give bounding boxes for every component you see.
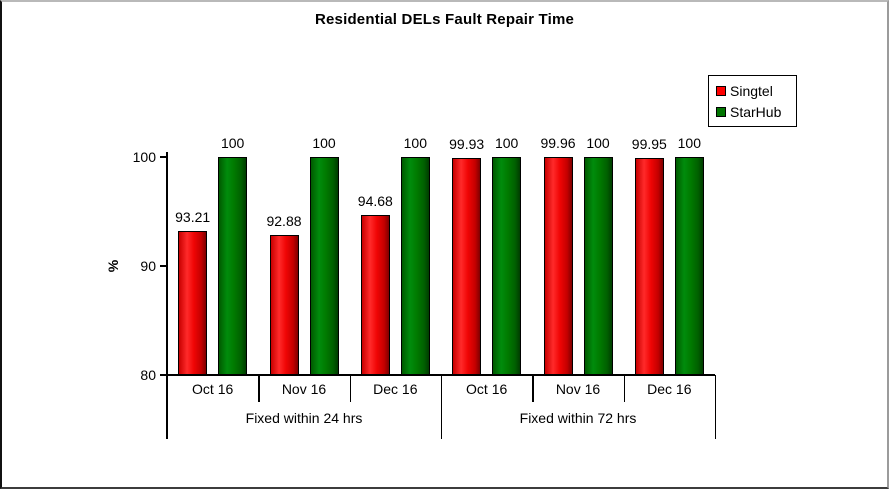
category-label: Nov 16 xyxy=(281,381,327,397)
bar-value-label: 99.93 xyxy=(449,135,485,152)
bar-starhub-oct-16 xyxy=(218,157,248,375)
category-label: Dec 16 xyxy=(647,381,692,397)
bar-singtel-dec-16 xyxy=(634,157,664,375)
category-label: Oct 16 xyxy=(192,381,234,397)
bar-value-label: 100 xyxy=(220,135,245,151)
bar-singtel-dec-16 xyxy=(360,214,390,375)
legend: Singtel StarHub xyxy=(708,75,797,127)
category-separator-line xyxy=(532,375,534,402)
y-tick-mark xyxy=(160,156,166,158)
legend-label-singtel: Singtel xyxy=(730,82,773,99)
y-tick-label: 100 xyxy=(132,149,156,165)
y-tick-mark xyxy=(160,265,166,267)
group-separator-line xyxy=(440,375,442,439)
legend-item-starhub: StarHub xyxy=(716,105,796,119)
category-separator-line xyxy=(623,375,626,402)
bar-singtel-oct-16 xyxy=(178,231,208,375)
legend-item-singtel: Singtel xyxy=(716,84,796,98)
bar-singtel-nov-16 xyxy=(269,234,299,375)
bar-starhub-nov-16 xyxy=(309,157,339,375)
category-label: Dec 16 xyxy=(373,381,418,397)
bar-value-label: 100 xyxy=(494,135,519,151)
category-label: Nov 16 xyxy=(555,381,601,397)
bar-value-label: 92.88 xyxy=(266,212,302,229)
bar-value-label: 100 xyxy=(586,135,610,151)
y-tick-label: 90 xyxy=(140,258,156,274)
bar-singtel-oct-16 xyxy=(452,157,482,375)
bar-value-label: 94.68 xyxy=(357,192,393,209)
bar-starhub-oct-16 xyxy=(492,157,522,375)
bar-value-label: 100 xyxy=(403,135,428,151)
starhub-swatch-icon xyxy=(716,106,726,117)
bar-singtel-nov-16 xyxy=(543,157,573,375)
category-separator-line xyxy=(258,375,260,402)
bar-value-label: 100 xyxy=(677,135,702,151)
group-label: Fixed within 72 hrs xyxy=(519,410,637,426)
bar-value-label: 93.21 xyxy=(175,209,211,225)
bar-value-label: 99.95 xyxy=(631,135,667,152)
legend-label-starhub: StarHub xyxy=(730,103,782,120)
group-separator-line xyxy=(166,375,168,439)
bar-starhub-dec-16 xyxy=(674,157,704,375)
y-axis-line xyxy=(166,152,168,439)
chart-title: Residential DELs Fault Repair Time xyxy=(314,11,575,28)
y-tick-label: 80 xyxy=(140,367,156,383)
category-separator-line xyxy=(349,375,352,402)
bar-starhub-nov-16 xyxy=(583,157,613,375)
group-separator-line xyxy=(714,375,716,439)
bar-value-label: 99.96 xyxy=(540,135,576,152)
category-label: Oct 16 xyxy=(466,381,508,397)
y-tick-mark xyxy=(160,374,166,376)
bar-starhub-dec-16 xyxy=(400,157,430,375)
singtel-swatch-icon xyxy=(716,85,726,96)
group-label: Fixed within 24 hrs xyxy=(245,410,363,426)
bar-value-label: 100 xyxy=(312,135,336,151)
